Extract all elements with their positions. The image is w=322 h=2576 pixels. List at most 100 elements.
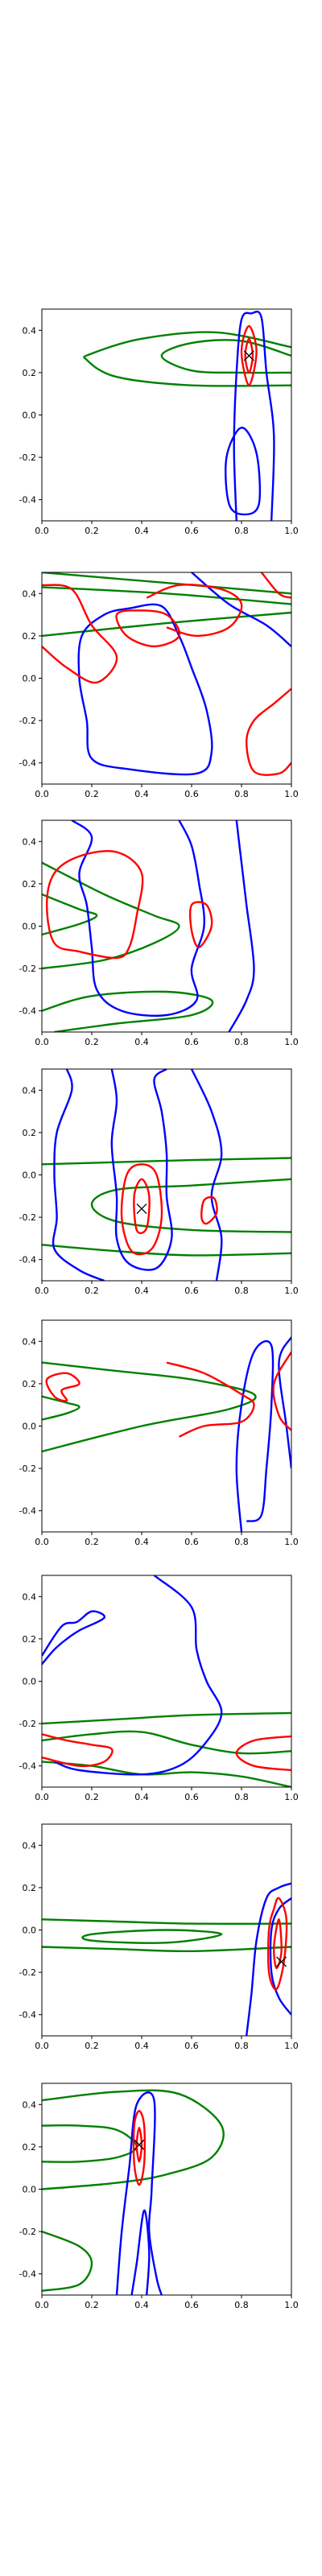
- red-contour-7: [272, 1351, 291, 1431]
- x-tick-label: 0.6: [184, 1286, 199, 1296]
- x-tick-label: 0.2: [85, 1286, 99, 1296]
- y-tick-label: 0.2: [23, 1128, 37, 1138]
- blue-contour-4: [225, 427, 262, 516]
- contour-lines: [42, 1069, 291, 1281]
- x-tick-label: 0.4: [134, 1037, 149, 1047]
- y-tick-label: 0.4: [23, 1336, 37, 1347]
- x-tick-label: 0.0: [35, 526, 49, 536]
- y-tick-label: 0.0: [23, 1677, 37, 1687]
- x-tick-label: 0.2: [85, 1537, 99, 1547]
- x-tick-label: 0.8: [234, 1037, 249, 1047]
- y-tick-label: 0.4: [23, 1591, 37, 1602]
- contour-lines: [42, 572, 291, 776]
- blue-contour-5: [269, 1897, 291, 2016]
- green-contour-3: [42, 2230, 93, 2292]
- y-tick-label: -0.2: [19, 964, 36, 974]
- blue-contour-4: [278, 1336, 291, 1469]
- y-tick-label: -0.4: [19, 758, 36, 769]
- x-tick-label: 0.4: [134, 2041, 149, 2051]
- blue-contour-4: [42, 1610, 106, 1666]
- green-contour-1: [42, 861, 180, 970]
- y-tick-label: -0.4: [19, 1506, 36, 1517]
- y-tick-label: 0.4: [23, 325, 37, 336]
- x-tick-label: 0.0: [35, 2041, 49, 2051]
- red-contour-6: [46, 849, 144, 960]
- green-contour-2: [90, 1178, 291, 1233]
- red-contour-7: [189, 901, 213, 948]
- green-contour-1: [42, 572, 291, 595]
- y-tick-label: 0.2: [23, 631, 37, 642]
- x-tick-label: 1.0: [284, 1286, 299, 1296]
- y-tick-label: -0.4: [19, 495, 36, 506]
- x-tick-label: 0.8: [234, 789, 249, 799]
- x-tick-label: 0.6: [184, 2041, 199, 2051]
- y-tick-label: 0.0: [23, 1422, 37, 1432]
- y-tick-label: 0.2: [23, 2142, 37, 2153]
- green-contour-3: [42, 611, 291, 638]
- x-tick-label: 0.8: [234, 1537, 249, 1547]
- x-marker: [276, 1956, 287, 1967]
- red-contour-6: [266, 1897, 288, 1991]
- green-contour-3: [81, 1929, 223, 1944]
- x-tick-label: 0.4: [134, 2300, 149, 2310]
- green-contour-3: [42, 1244, 291, 1257]
- y-tick-label: -0.2: [19, 1967, 36, 1978]
- red-contour-7: [120, 1163, 163, 1256]
- x-tick-label: 1.0: [284, 789, 299, 799]
- x-tick-label: 0.0: [35, 1037, 49, 1047]
- blue-contour-3: [235, 1340, 275, 1532]
- red-contour-5: [45, 1372, 80, 1402]
- blue-contour-4: [52, 1069, 105, 1281]
- y-tick-label: 0.0: [23, 1926, 37, 1936]
- blue-contour-6: [190, 1069, 223, 1281]
- contour-panel-1: 0.0 0.2 0.4 0.6 0.8 1.0 0.4 0.2 0.0 -0.2 -0.4: [19, 308, 299, 536]
- y-tick-label: 0.2: [23, 879, 37, 890]
- red-contour-6: [132, 2110, 147, 2186]
- y-tick-label: -0.2: [19, 1463, 36, 1474]
- blue-contour-4: [115, 2091, 163, 2295]
- green-contour-2: [42, 1730, 291, 1755]
- y-tick-label: 0.2: [23, 1634, 37, 1645]
- x-tick-label: 0.0: [35, 2300, 49, 2310]
- y-tick-label: -0.2: [19, 716, 36, 726]
- red-contour-6: [42, 1733, 114, 1768]
- red-contour-7: [115, 609, 181, 648]
- x-tick-label: 0.6: [184, 2300, 199, 2310]
- green-contour-2: [42, 1395, 80, 1421]
- x-tick-label: 0.8: [234, 1792, 249, 1802]
- x-tick-label: 0.6: [184, 1537, 199, 1547]
- x-marker: [134, 2139, 145, 2150]
- contour-lines: [42, 2089, 225, 2295]
- x-tick-label: 0.4: [134, 526, 149, 536]
- blue-contour-3: [233, 310, 275, 521]
- x-tick-label: 0.6: [184, 789, 199, 799]
- x-tick-label: 0.8: [234, 1286, 249, 1296]
- x-tick-label: 0.6: [184, 1037, 199, 1047]
- contour-lines: [42, 1575, 291, 1787]
- y-tick-label: 0.4: [23, 588, 37, 599]
- blue-contour-4: [246, 1882, 291, 2036]
- x-tick-label: 1.0: [284, 1037, 299, 1047]
- y-tick-label: 0.0: [23, 922, 37, 932]
- x-tick-label: 1.0: [284, 2041, 299, 2051]
- y-tick-label: 0.2: [23, 1379, 37, 1389]
- x-tick-label: 0.4: [134, 789, 149, 799]
- y-tick-label: -0.4: [19, 1255, 36, 1265]
- red-contour-5: [240, 324, 258, 386]
- contour-panel-8: 0.0 0.2 0.4 0.6 0.8 1.0 0.4 0.2 0.0 -0.2 -0.4: [19, 2083, 299, 2310]
- red-contour-10: [246, 687, 291, 776]
- x-tick-label: 0.8: [234, 2041, 249, 2051]
- green-contour-1: [83, 331, 291, 387]
- plot-frame: [41, 308, 292, 522]
- red-contour-9: [260, 572, 291, 599]
- blue-contour-4: [77, 603, 213, 776]
- x-tick-label: 0.6: [184, 526, 199, 536]
- green-contour-2: [42, 2124, 138, 2163]
- x-marker: [136, 1203, 147, 1215]
- green-contour-1: [42, 2089, 225, 2190]
- x-tick-label: 1.0: [284, 526, 299, 536]
- y-tick-label: -0.4: [19, 2269, 36, 2280]
- blue-contour-5: [228, 820, 255, 1032]
- x-tick-label: 0.4: [134, 1792, 149, 1802]
- contour-lines: [42, 820, 255, 1032]
